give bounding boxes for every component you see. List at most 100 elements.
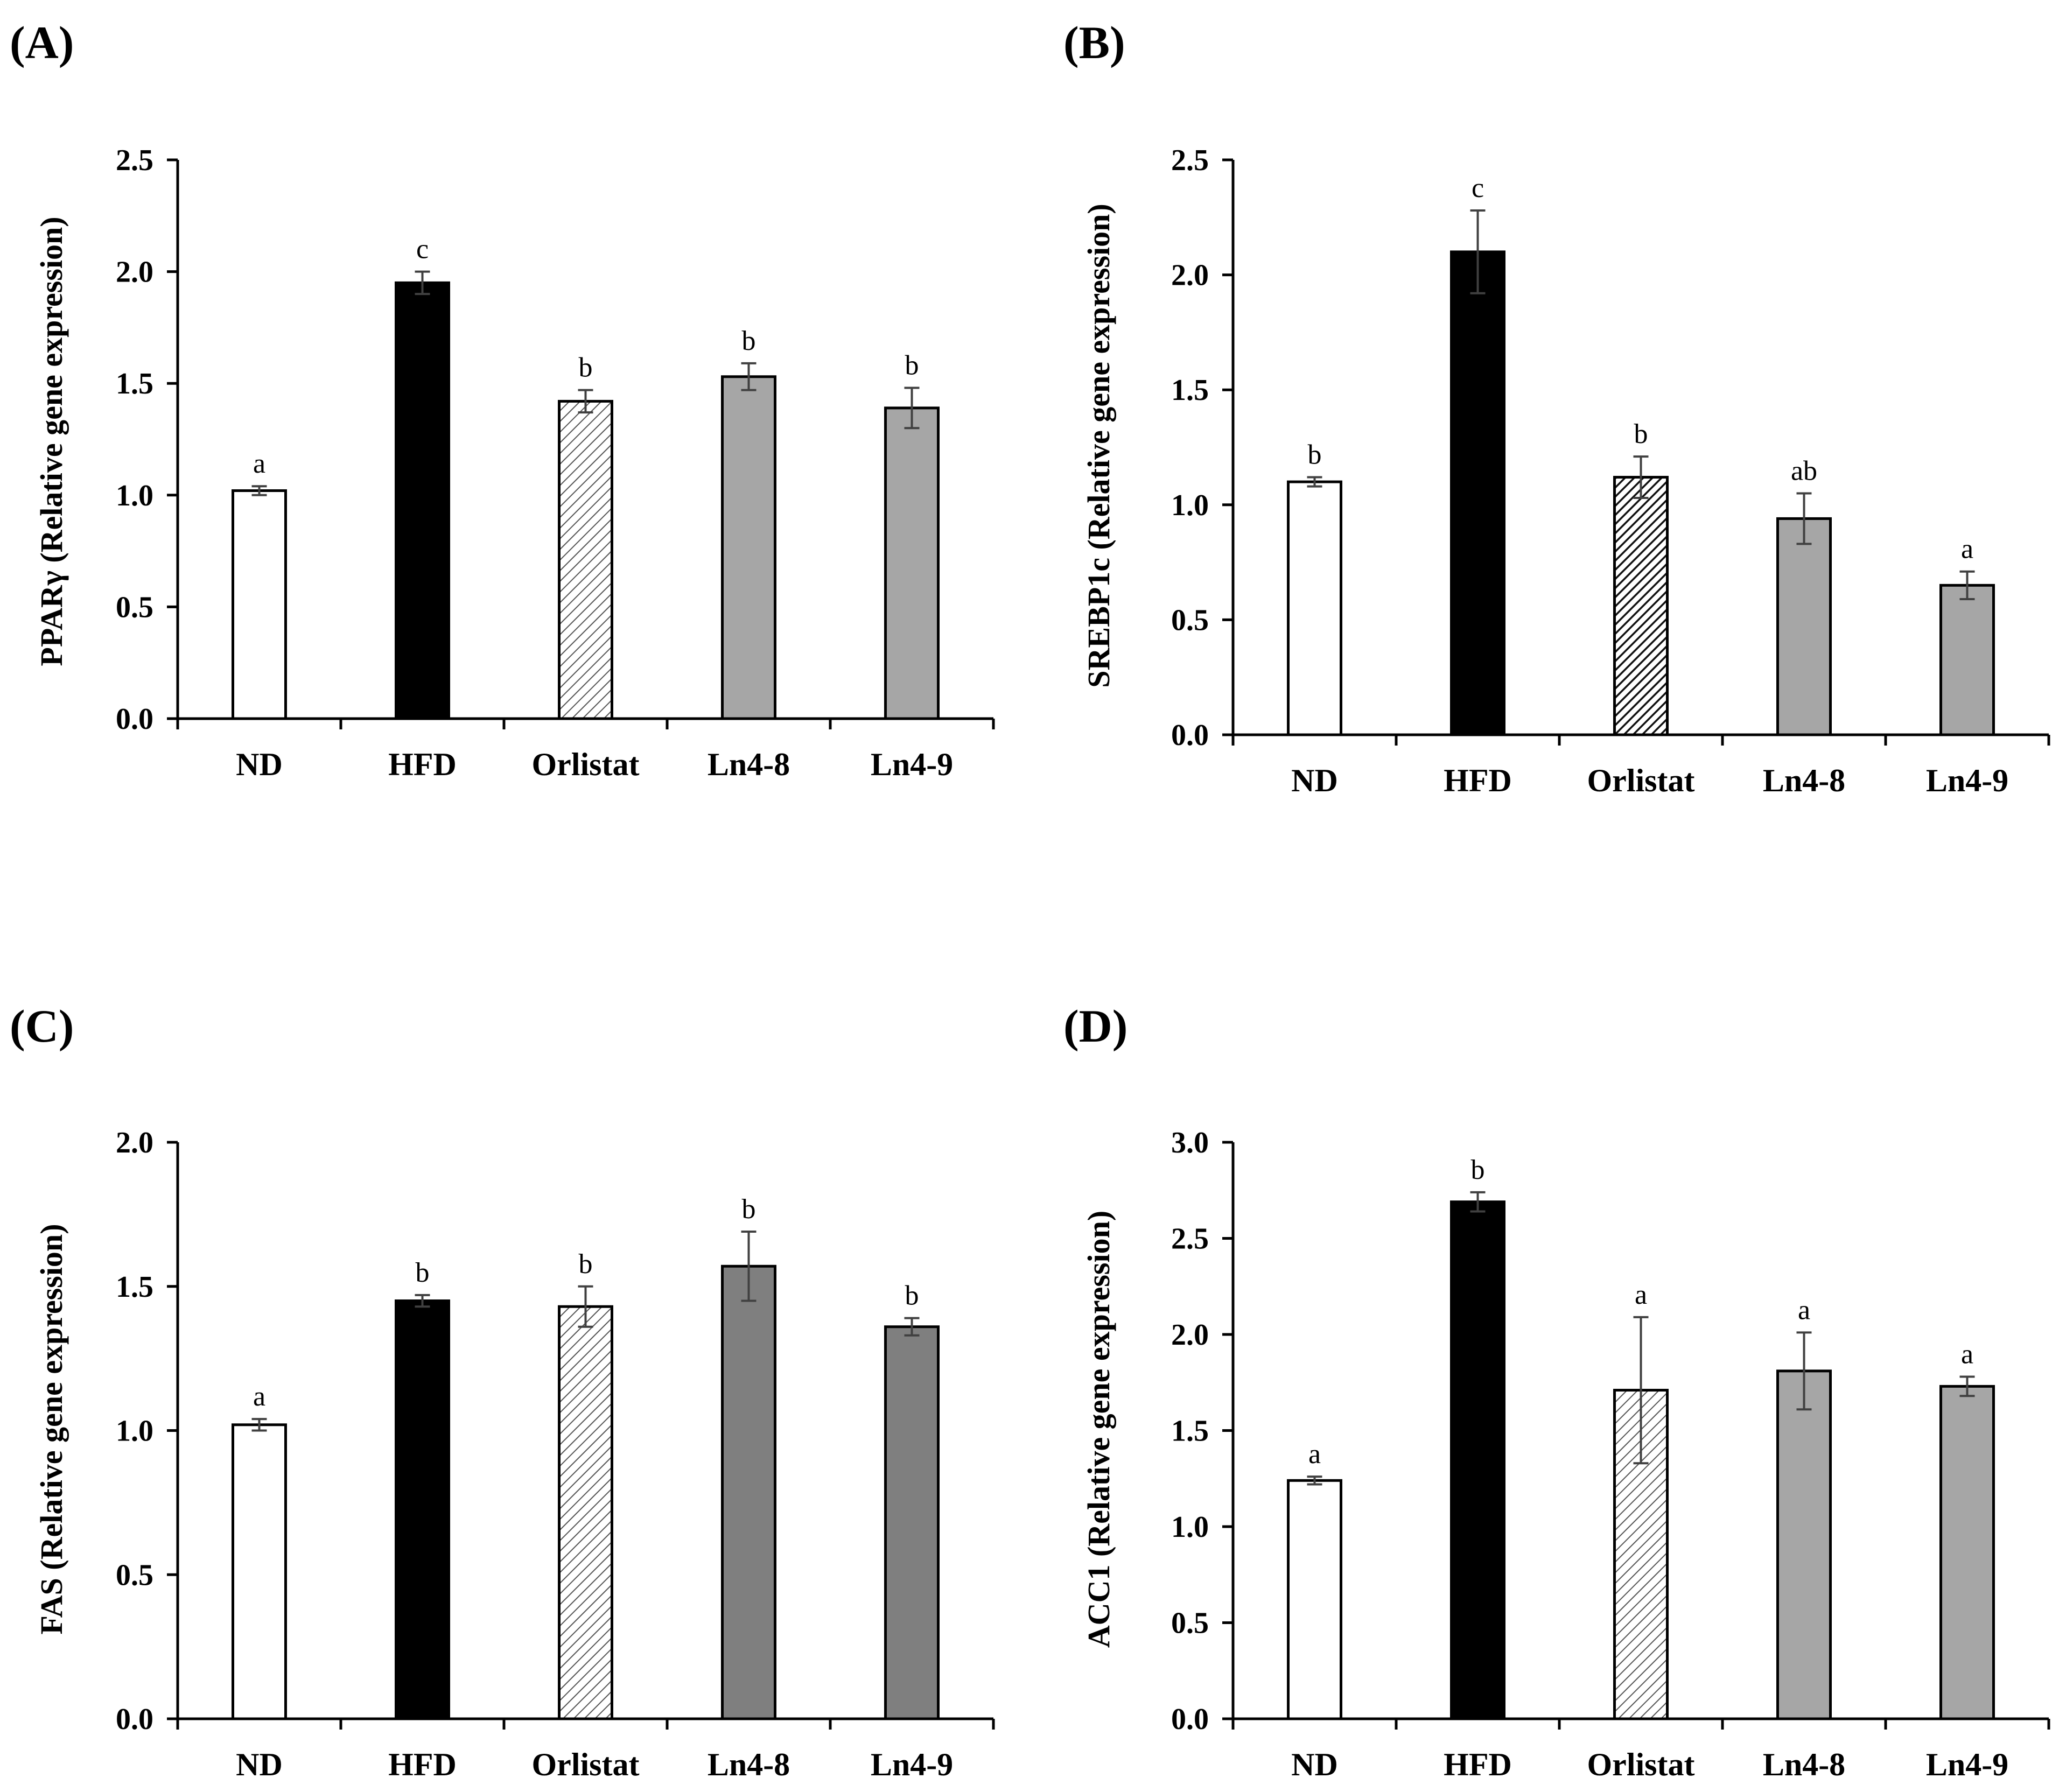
y-tick-label: 2.5 [1171,1222,1209,1256]
plot-area: 0.0 0.5 1.0 1.5 2.0 2.5 3.0 a ND b HFD a Orlistat a Ln… [1171,1126,2050,1782]
significance-label: ab [1791,455,1817,486]
y-tick-label: 2.0 [1171,1318,1209,1352]
category-label: Orlistat [1587,1747,1695,1782]
significance-label: a [1961,534,1973,565]
bar-nd [1287,1479,1342,1720]
y-tick-label: 2.5 [1171,144,1209,177]
significance-label: b [1471,1155,1485,1185]
y-tick-label: 0.0 [116,1703,153,1736]
y-axis-label: SREBP1c (Relative gene expression) [1081,203,1116,687]
category-label: ND [1291,763,1338,798]
bar-orlistat [558,399,613,720]
y-tick-label: 0.5 [116,591,153,624]
category-label: ND [236,747,283,782]
significance-label: a [1961,1339,1973,1370]
panel-label: (B) [1063,17,1125,68]
y-tick-label: 1.5 [116,367,153,400]
category-label: ND [1291,1747,1338,1782]
y-tick-label: 1.5 [116,1270,153,1304]
y-tick-label: 0.5 [1171,1607,1209,1640]
significance-label: a [1798,1295,1810,1325]
y-tick-label: 0.0 [1171,1703,1209,1736]
y-tick-label: 0.5 [116,1558,153,1592]
category-label: ND [236,1747,283,1782]
category-label: Ln4-9 [871,747,953,782]
significance-label: b [416,1257,430,1288]
significance-label: a [253,1381,265,1412]
bar-orlistat [1613,476,1669,736]
significance-label: a [253,448,265,479]
category-label: Ln4-9 [1926,763,2008,798]
bar-ln4-8 [721,1264,776,1720]
y-tick-label: 1.5 [1171,1415,1209,1448]
significance-label: a [1635,1280,1647,1310]
category-label: Ln4-8 [1763,1747,1845,1782]
bar-ln4-8 [1776,1369,1832,1720]
significance-label: c [416,234,429,265]
significance-label: b [742,326,756,356]
bar-orlistat [558,1305,613,1720]
bar-ln4-9 [884,406,940,720]
category-label: HFD [388,747,457,782]
y-axis-label: FAS (Relative gene expression) [34,1224,69,1634]
y-tick-label: 2.0 [116,256,153,289]
category-label: HFD [1444,763,1512,798]
y-tick-label: 1.0 [116,479,153,512]
significance-label: b [742,1194,756,1225]
panel-b: (B) SREBP1c (Relative gene expression) 0… [1063,17,2050,798]
panel-c: (C) FAS (Relative gene expression) 0.00.… [10,1000,995,1782]
bar-hfd [395,281,450,720]
significance-label: b [579,1249,593,1280]
significance-label: b [905,350,919,381]
y-tick-label: 2.0 [116,1126,153,1159]
category-label: HFD [388,1747,457,1782]
bar-ln4-9 [1939,584,1995,736]
panel-label: (C) [10,1000,74,1052]
y-tick-label: 0.0 [116,702,153,736]
significance-label: b [579,353,593,383]
bar-ln4-8 [721,375,776,720]
bar-hfd [395,1299,450,1720]
plot-area: 0.0 0.5 1.0 1.5 2.0 2.5 a ND c HFD b Orlistat b Ln4-8… [116,144,995,782]
y-tick-label: 2.0 [1171,259,1209,292]
y-tick-label: 1.0 [116,1415,153,1448]
plot-area: 0.0 0.5 1.0 1.5 2.0 a ND b HFD b Orlistat b Ln4-8 b Ln… [116,1126,995,1782]
panel-d: (D) ACC1 (Relative gene expression) 0.00… [1063,1000,2050,1782]
panel-label: (A) [10,17,74,68]
category-label: Ln4-9 [1926,1747,2008,1782]
category-label: Ln4-8 [708,747,790,782]
y-tick-label: 1.0 [1171,1510,1209,1544]
y-tick-label: 3.0 [1171,1126,1209,1159]
category-label: Ln4-8 [1763,763,1845,798]
category-label: HFD [1444,1747,1512,1782]
bar-nd [232,1423,287,1720]
y-tick-label: 0.0 [1171,719,1209,752]
category-label: Orlistat [1587,763,1695,798]
bar-ln4-9 [884,1325,940,1720]
significance-label: a [1308,1439,1321,1470]
panel-label: (D) [1063,1000,1127,1052]
significance-label: b [1634,419,1648,449]
bar-ln4-8 [1776,517,1832,736]
y-tick-label: 0.5 [1171,603,1209,637]
plot-area: 0.0 0.5 1.0 1.5 2.0 2.5 b ND c HFD b Orlistat ab Ln4-… [1171,144,2050,798]
category-label: Ln4-9 [871,1747,953,1782]
y-tick-label: 1.0 [1171,489,1209,522]
significance-label: b [905,1281,919,1311]
panel-a: (A) PPARγ (Relative gene expression) 0.0… [10,17,995,782]
bar-nd [1287,480,1342,736]
y-tick-label: 1.5 [1171,374,1209,407]
significance-label: b [1308,440,1322,470]
y-axis-label: ACC1 (Relative gene expression) [1081,1211,1116,1648]
category-label: Orlistat [532,1747,640,1782]
y-axis-label: PPARγ (Relative gene expression) [34,216,69,666]
y-tick-label: 2.5 [116,144,153,177]
category-label: Ln4-8 [708,1747,790,1782]
bar-hfd [1450,1200,1505,1720]
bar-hfd [1450,250,1505,736]
bar-ln4-9 [1939,1385,1995,1720]
bar-nd [232,489,287,720]
category-label: Orlistat [532,747,640,782]
significance-label: c [1472,173,1484,203]
